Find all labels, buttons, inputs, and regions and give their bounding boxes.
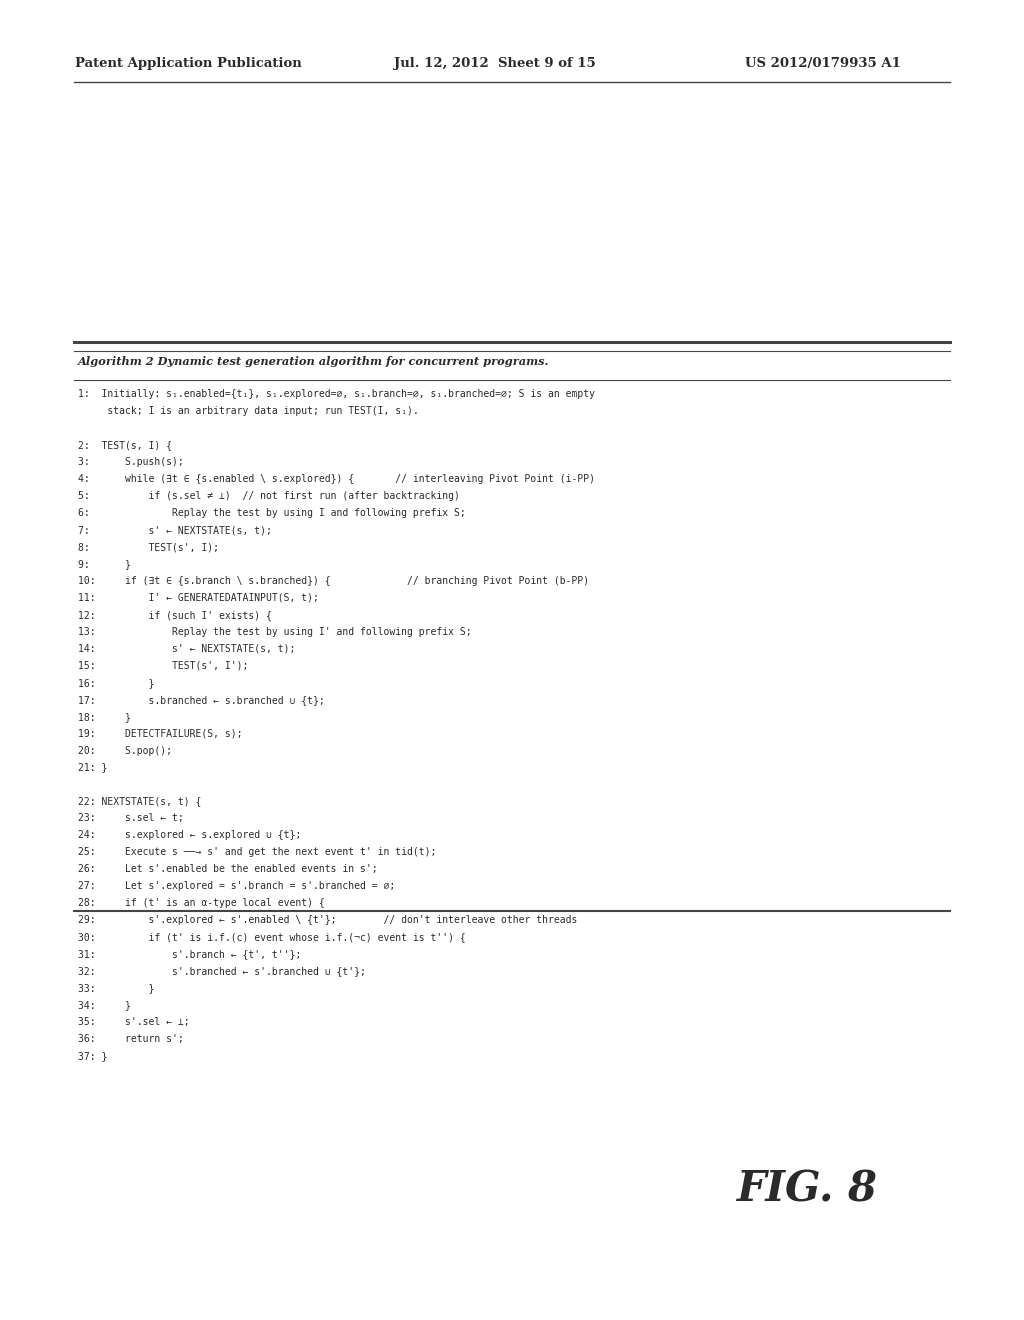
Text: FIG. 8: FIG. 8 <box>737 1168 879 1210</box>
Text: 13:             Replay the test by using I' and following prefix S;: 13: Replay the test by using I' and foll… <box>78 627 471 636</box>
Text: 37: }: 37: } <box>78 1051 108 1061</box>
Text: 9:      }: 9: } <box>78 560 131 569</box>
Text: 10:     if (∃t ∈ {s.branch \ s.branched}) {             // branching Pivot Point: 10: if (∃t ∈ {s.branch \ s.branched}) { … <box>78 576 589 586</box>
Text: 20:     S.pop();: 20: S.pop(); <box>78 746 172 755</box>
Text: 4:      while (∃t ∈ {s.enabled \ s.explored}) {       // interleaving Pivot Poin: 4: while (∃t ∈ {s.enabled \ s.explored})… <box>78 474 595 484</box>
Text: 23:     s.sel ← t;: 23: s.sel ← t; <box>78 813 183 824</box>
Text: 35:     s'.sel ← ⊥;: 35: s'.sel ← ⊥; <box>78 1016 189 1027</box>
Text: 1:  Initially: s₁.enabled={t₁}, s₁.explored=∅, s₁.branch=∅, s₁.branched=∅; S is : 1: Initially: s₁.enabled={t₁}, s₁.explor… <box>78 389 595 400</box>
Text: 29:         s'.explored ← s'.enabled \ {t'};        // don't interleave other th: 29: s'.explored ← s'.enabled \ {t'}; // … <box>78 915 578 925</box>
Text: 36:     return s';: 36: return s'; <box>78 1034 183 1044</box>
Text: 25:     Execute s ──→ s' and get the next event t' in tid(t);: 25: Execute s ──→ s' and get the next ev… <box>78 847 436 858</box>
Text: 8:          TEST(s', I);: 8: TEST(s', I); <box>78 543 219 552</box>
Text: 31:             s'.branch ← {t', t''};: 31: s'.branch ← {t', t''}; <box>78 949 301 960</box>
Text: 17:         s.branched ← s.branched ∪ {t};: 17: s.branched ← s.branched ∪ {t}; <box>78 694 325 705</box>
Text: 12:         if (such I' exists) {: 12: if (such I' exists) { <box>78 610 271 620</box>
Text: 28:     if (t' is an α-type local event) {: 28: if (t' is an α-type local event) { <box>78 899 325 908</box>
Text: 26:     Let s'.enabled be the enabled events in s';: 26: Let s'.enabled be the enabled events… <box>78 865 378 874</box>
Text: 11:         I' ← GENERATEDATAINPUT(S, t);: 11: I' ← GENERATEDATAINPUT(S, t); <box>78 593 318 603</box>
Text: 32:             s'.branched ← s'.branched ∪ {t'};: 32: s'.branched ← s'.branched ∪ {t'}; <box>78 966 366 975</box>
Text: 34:     }: 34: } <box>78 1001 131 1010</box>
Text: 5:          if (s.sel ≠ ⊥)  // not first run (after backtracking): 5: if (s.sel ≠ ⊥) // not first run (afte… <box>78 491 460 502</box>
Text: US 2012/0179935 A1: US 2012/0179935 A1 <box>745 57 901 70</box>
Text: 2:  TEST(s, I) {: 2: TEST(s, I) { <box>78 441 172 450</box>
Text: 18:     }: 18: } <box>78 711 131 722</box>
Text: stack; I is an arbitrary data input; run TEST(I, s₁).: stack; I is an arbitrary data input; run… <box>78 407 419 416</box>
Text: 22: NEXTSTATE(s, t) {: 22: NEXTSTATE(s, t) { <box>78 796 201 807</box>
Text: 19:     DETECTFAILURE(S, s);: 19: DETECTFAILURE(S, s); <box>78 729 243 739</box>
Text: 16:         }: 16: } <box>78 677 155 688</box>
Text: Patent Application Publication: Patent Application Publication <box>75 57 301 70</box>
Text: 30:         if (t' is i.f.(c) event whose i.f.(¬c) event is t'') {: 30: if (t' is i.f.(c) event whose i.f.(¬… <box>78 932 466 942</box>
Text: 6:              Replay the test by using I and following prefix S;: 6: Replay the test by using I and follow… <box>78 508 466 519</box>
Text: 3:      S.push(s);: 3: S.push(s); <box>78 457 183 467</box>
Text: Algorithm 2 Dynamic test generation algorithm for concurrent programs.: Algorithm 2 Dynamic test generation algo… <box>78 356 549 367</box>
Text: 14:             s' ← NEXTSTATE(s, t);: 14: s' ← NEXTSTATE(s, t); <box>78 644 295 653</box>
Text: Jul. 12, 2012  Sheet 9 of 15: Jul. 12, 2012 Sheet 9 of 15 <box>394 57 596 70</box>
Text: 7:          s' ← NEXTSTATE(s, t);: 7: s' ← NEXTSTATE(s, t); <box>78 525 271 535</box>
Text: 24:     s.explored ← s.explored ∪ {t};: 24: s.explored ← s.explored ∪ {t}; <box>78 830 301 841</box>
Text: 27:     Let s'.explored = s'.branch = s'.branched = ∅;: 27: Let s'.explored = s'.branch = s'.bra… <box>78 882 395 891</box>
Text: 33:         }: 33: } <box>78 983 155 993</box>
Text: 15:             TEST(s', I');: 15: TEST(s', I'); <box>78 661 248 671</box>
Text: 21: }: 21: } <box>78 763 108 772</box>
